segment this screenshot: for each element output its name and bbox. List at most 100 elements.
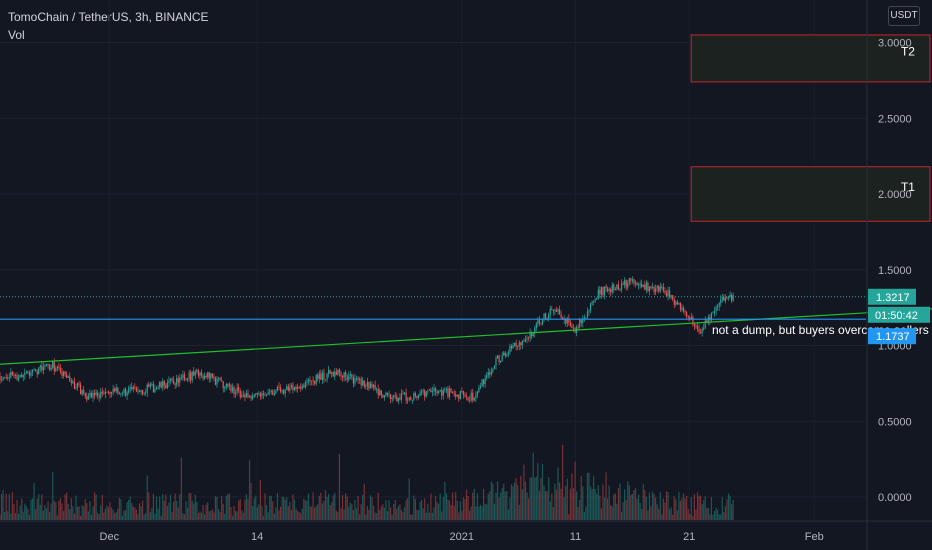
volume-bar [597,485,599,520]
volume-bar [266,505,268,520]
candle-body [173,380,175,384]
volume-bar [413,495,415,520]
volume-bar [715,507,717,520]
volume-bar [695,509,697,520]
volume-bar [73,513,75,520]
volume-bar [706,508,708,520]
volume-bar [607,498,609,520]
volume-bar [682,493,685,520]
candle-body [267,392,269,395]
volume-bar [500,492,502,520]
volume-bar [521,489,523,520]
candle-body [200,372,203,376]
volume-bar [631,494,633,520]
candle-body [38,367,40,375]
volume-bar [552,507,554,520]
candle-body [307,379,310,382]
candle-body [670,295,672,298]
candle-body [507,352,509,355]
candle-body [588,310,590,312]
volume-bar [703,500,705,520]
volume-bar [614,493,616,520]
candle-body [679,303,682,310]
volume-bar [8,493,10,520]
candle-body [448,388,451,398]
candle-body [644,284,646,290]
volume-bar [115,512,117,520]
candle-body [535,323,537,329]
candle-body [103,393,105,395]
candle-body [639,283,641,285]
volume-bar [641,508,643,520]
volume-bar [44,505,46,520]
volume-bar [332,495,334,520]
volume-bar [359,514,361,520]
currency-button[interactable]: USDT [888,6,920,26]
candle-body [622,283,624,285]
volume-bar [321,503,323,520]
candle-body [4,377,6,379]
candle-body [610,289,612,293]
volume-bar [411,514,413,520]
candle-body [126,392,128,396]
volume-bar [366,505,368,520]
candle-body [138,390,141,392]
candle-body [331,372,333,374]
candle-body [266,394,268,396]
volume-bar [613,494,615,520]
volume-bar [162,494,164,520]
volume-bar [403,507,406,520]
candle-body [723,297,725,301]
candle-body [687,316,689,318]
volume-bar [386,511,389,520]
volume-bar [589,486,592,520]
volume-bar [210,510,212,520]
volume-bar [49,512,51,520]
volume-bar [602,484,604,520]
volume-bar [126,502,128,520]
hline-price-value: 1.1737 [876,331,910,343]
candle-body [120,393,122,395]
candle-body [363,380,365,387]
y-tick-label: 0.5000 [878,416,912,428]
candle-body [233,387,235,394]
candle-body [433,387,435,392]
volume-bar [202,504,204,520]
volume-bar [360,503,362,520]
volume-bar [92,506,94,520]
volume-bar [662,498,664,520]
candle-body [211,373,213,377]
volume-bar [261,506,263,520]
candle-body [146,384,148,393]
volume-bar [390,507,392,520]
volume-bar [106,505,108,520]
volume-bar [448,500,451,520]
volume-indicator-label[interactable]: Vol [8,28,25,42]
volume-bar [489,491,491,520]
volume-bar [455,492,457,520]
candle-body [83,389,85,394]
candle-body [306,381,308,383]
volume-bar [298,512,300,520]
volume-bar [650,505,652,520]
volume-bar [154,513,156,520]
candle-body [362,380,364,386]
candle-body [53,361,55,372]
candle-body [707,317,709,323]
candle-body [67,376,69,378]
volume-bar [514,482,516,520]
candle-body [199,372,201,376]
volume-bar [326,496,328,520]
candle-body [355,378,358,380]
candle-body [579,319,581,328]
y-tick-label: 0.0000 [878,492,912,504]
candle-body [30,372,32,376]
volume-bar [639,503,641,520]
candle-body [715,307,717,312]
candle-body [427,390,429,392]
volume-bar [107,507,110,520]
volume-bar [583,511,585,520]
volume-bar [422,508,424,520]
volume-bar [572,488,575,520]
